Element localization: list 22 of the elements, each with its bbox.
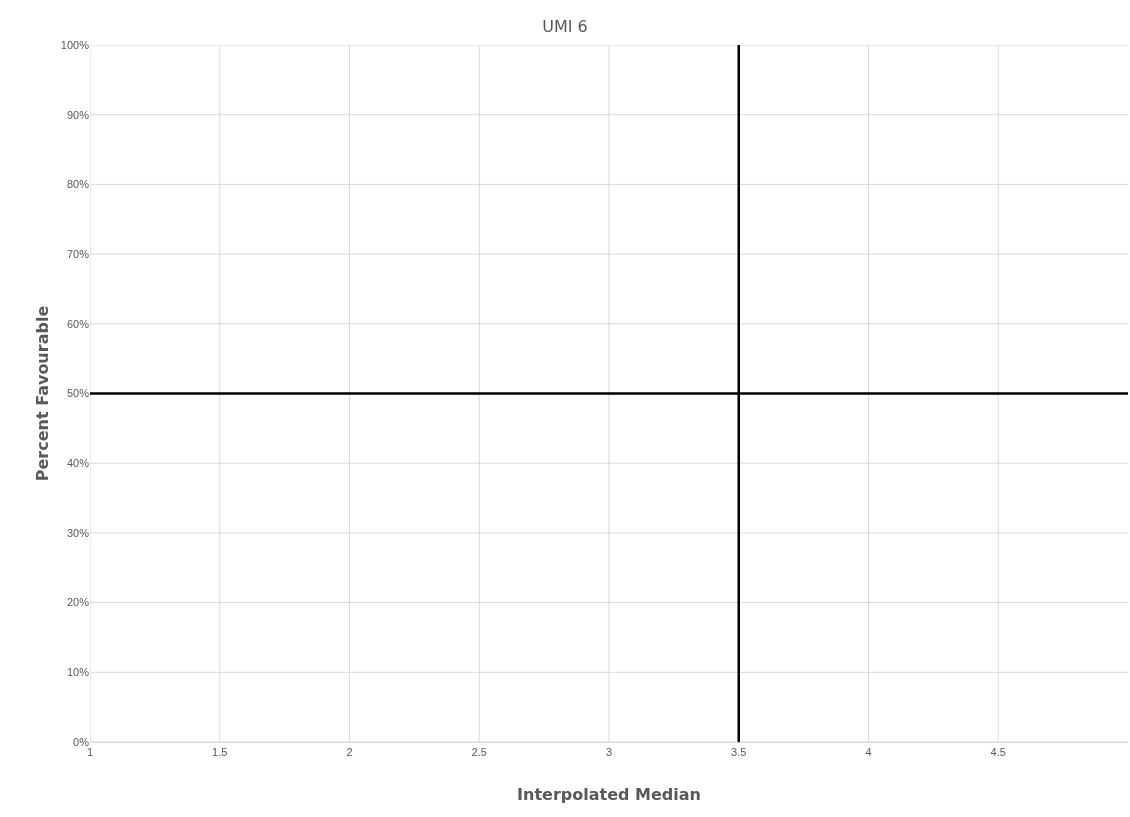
y-tick-label: 0% [73, 735, 90, 748]
y-tick-label: 40% [66, 457, 90, 470]
y-tick-label: 100% [60, 38, 90, 51]
y-tick-label: 70% [66, 247, 90, 260]
chart-title: UMI 6 [542, 16, 588, 36]
y-tick-label: 80% [66, 178, 90, 191]
y-axis-title: Percent Favourable [33, 305, 52, 482]
x-tick-label: 2.5 [471, 746, 487, 759]
x-tick-label: 4 [865, 746, 872, 759]
x-tick-label: 3 [605, 746, 613, 759]
x-axis-title: Interpolated Median [517, 785, 701, 804]
y-tick-label: 60% [66, 317, 90, 330]
y-tick-label: 20% [66, 596, 90, 609]
x-tick-label: 2 [346, 746, 353, 759]
x-tick-label: 1.5 [212, 746, 228, 759]
y-tick-label: 10% [66, 666, 90, 679]
y-tick-label: 30% [66, 526, 90, 539]
x-tick-label: 3.5 [731, 746, 747, 759]
y-tick-label: 50% [66, 387, 90, 400]
x-tick-label: 1 [86, 746, 94, 759]
y-tick-label: 90% [66, 108, 90, 121]
x-tick-label: 4.5 [990, 746, 1006, 759]
